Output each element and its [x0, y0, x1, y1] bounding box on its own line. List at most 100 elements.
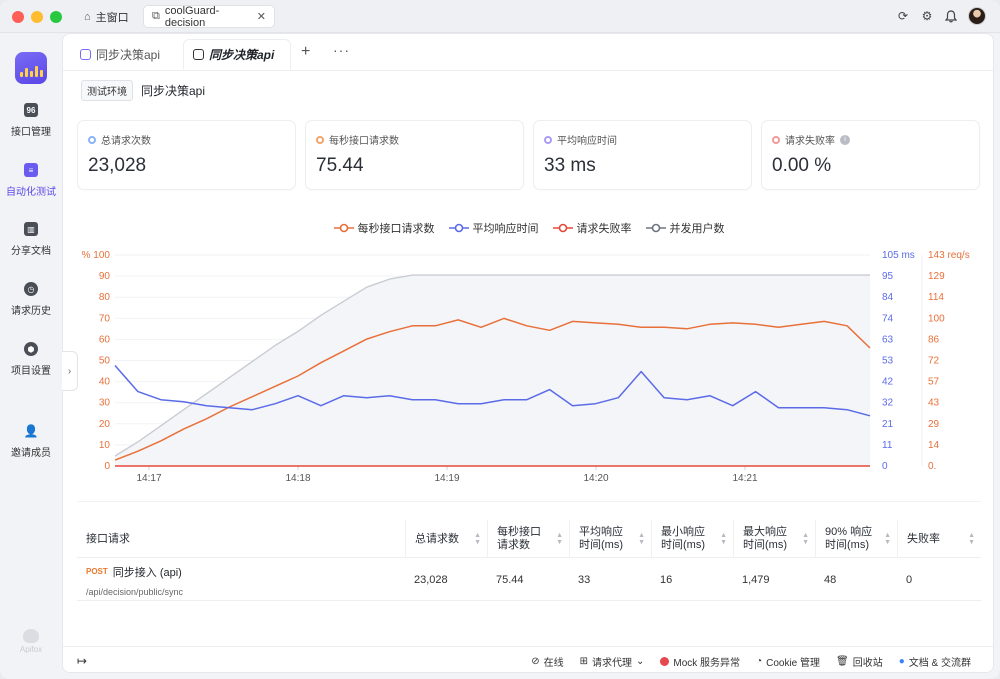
nav-item-label: 分享文档 [11, 246, 51, 257]
window-tab-home-label: 主窗口 [95, 11, 129, 24]
x-tick-label: 14:19 [434, 473, 459, 484]
stat-value: 75.44 [316, 155, 364, 176]
legend-item-failure-rate[interactable]: 请求失败率 [552, 220, 632, 236]
y-right-rps-tick-label: 43 [928, 398, 940, 409]
add-tab-button[interactable]: + [301, 43, 311, 60]
table-row[interactable]: POST 同步接入 (api) /api/decision/public/sync… [77, 559, 981, 601]
user-avatar[interactable] [968, 7, 986, 25]
trash-icon: 🗑 [836, 656, 849, 667]
x-tick-label: 14:18 [285, 473, 310, 484]
tab-sync-decision-1[interactable]: 同步决策api [80, 42, 160, 66]
minimize-window-button[interactable] [31, 11, 43, 23]
exit-icon[interactable]: ↦ [77, 654, 88, 668]
y-right-ms-tick-label: 74 [882, 313, 894, 324]
y-right-ms-tick-label: 11 [882, 440, 893, 451]
stat-label: 请求失败率 [785, 136, 835, 147]
maximize-window-button[interactable] [50, 11, 62, 23]
docs-community[interactable]: ● 文档 & 交流群 [898, 656, 971, 669]
clock-icon: ◷ [24, 282, 38, 296]
close-window-button[interactable] [12, 11, 24, 23]
nav-item-automation-test[interactable]: ≡ 自动化测试 [0, 163, 62, 198]
sort-icon[interactable]: ▲ ▼ [802, 532, 809, 546]
refresh-icon[interactable]: ⟳ [897, 9, 909, 23]
series-line-rps [114, 317, 871, 461]
mock-service-status[interactable]: Mock 服务异常 [660, 654, 740, 669]
y-left-tick-label: 80 [99, 292, 111, 303]
sort-icon[interactable]: ▲ ▼ [474, 532, 481, 546]
column-header-failure[interactable]: 失败率 ▲ ▼ [897, 520, 981, 558]
request-cell: POST 同步接入 (api) /api/decision/public/sync [77, 559, 405, 601]
legend-item-rps[interactable]: 每秒接口请求数 [333, 220, 435, 236]
nav-item-request-history[interactable]: ◷ 请求历史 [0, 282, 62, 317]
section-divider [77, 501, 981, 502]
y-left-tick-label: 70 [99, 313, 111, 324]
report-icon [193, 49, 204, 60]
proxy-icon: ⊞ [579, 656, 588, 667]
user-add-icon: 👤 [23, 424, 39, 438]
bell-icon[interactable] [944, 7, 958, 25]
x-tick-label: 14:20 [583, 473, 608, 484]
request-name: 同步接入 (api) [112, 566, 182, 579]
stat-label: 平均响应时间 [557, 136, 617, 147]
column-header-rps[interactable]: 每秒接口 请求数 ▲ ▼ [487, 520, 569, 558]
gear-icon[interactable]: ⚙ [921, 9, 933, 23]
window-tab-home[interactable]: ⌂ 主窗口 [76, 5, 137, 28]
y-left-tick-label: 30 [99, 398, 111, 409]
test-icon [80, 48, 91, 60]
info-icon[interactable]: i [840, 134, 850, 145]
sort-icon[interactable]: ▲ ▼ [884, 532, 891, 546]
cookie-icon: ◔ [756, 656, 763, 667]
left-nav: 96 接口管理 ≡ 自动化测试 ▥ 分享文档 ◷ 请求历史 ⬢ 项目设置 👤 邀… [0, 33, 62, 679]
series-dot-icon [88, 135, 96, 144]
column-header-p90[interactable]: 90% 响应 时间(ms) ▲ ▼ [815, 520, 897, 558]
y-left-tick-label: 0 [104, 461, 110, 472]
cookie-manager[interactable]: ◔ Cookie 管理 [756, 656, 821, 669]
online-status[interactable]: ⊘ 在线 [531, 656, 564, 669]
y-right-rps-tick-label: 114 [928, 292, 944, 303]
y-left-tick-label: 90 [99, 271, 111, 282]
more-tabs-button[interactable]: ··· [333, 42, 350, 58]
column-header-total[interactable]: 总请求数 ▲ ▼ [405, 520, 487, 558]
sidebar-expand-toggle[interactable]: › [62, 351, 78, 391]
column-header-max[interactable]: 最大响应 时间(ms) ▲ ▼ [733, 520, 815, 558]
docs-icon: ● [898, 656, 905, 667]
close-tab-icon[interactable]: ✕ [256, 11, 266, 23]
column-header-min[interactable]: 最小响应 时间(ms) ▲ ▼ [651, 520, 733, 558]
y-left-tick-label: 10 [99, 440, 111, 451]
y-right-ms-tick-label: 95 [882, 271, 894, 282]
legend-item-concurrent-users[interactable]: 并发用户数 [645, 220, 725, 236]
nav-item-project-settings[interactable]: ⬢ 项目设置 [0, 342, 62, 377]
nav-item-api-management[interactable]: 96 接口管理 [0, 103, 62, 138]
sort-icon[interactable]: ▲ ▼ [720, 532, 727, 546]
legend-label: 请求失败率 [576, 223, 632, 235]
y-right-rps-tick-label: 29 [928, 419, 940, 430]
legend-label: 并发用户数 [669, 223, 725, 235]
y-right-ms-tick-label: 32 [882, 398, 894, 409]
tab-sync-decision-2[interactable]: 同步决策api [183, 39, 291, 70]
window-tab-project[interactable]: ⧉ coolGuard-decision ✕ [143, 5, 275, 29]
chart-legend: 每秒接口请求数 平均响应时间 请求失败率 并发用户数 [63, 220, 993, 236]
request-proxy-menu[interactable]: ⊞ 请求代理 ⌄ [579, 656, 645, 669]
y-right-rps-tick-label: 72 [928, 356, 940, 367]
cell-rps: 75.44 [496, 574, 524, 586]
sort-icon[interactable]: ▲ ▼ [638, 532, 645, 546]
y-right-rps-top-label: 143 req/s [928, 250, 970, 261]
recycle-bin[interactable]: 🗑 回收站 [836, 656, 883, 669]
home-icon: ⌂ [84, 10, 91, 23]
status-bar: ↦ ⊘ 在线 ⊞ 请求代理 ⌄ Mock 服务异常 ◔ Cookie 管理 🗑 回收站 ●… [63, 646, 993, 672]
series-dot-icon [316, 135, 324, 144]
apifox-brand-text: Apifox [19, 645, 43, 654]
column-header-avg[interactable]: 平均响应 时间(ms) ▲ ▼ [569, 520, 651, 558]
y-right-ms-tick-label: 84 [882, 292, 894, 303]
sort-icon[interactable]: ▲ ▼ [968, 532, 975, 546]
sort-icon[interactable]: ▲ ▼ [556, 532, 563, 546]
stat-value: 33 ms [544, 155, 596, 176]
nav-item-invite-members[interactable]: 👤 邀请成员 [0, 424, 62, 459]
y-right-rps-tick-label: 14 [928, 440, 940, 451]
app-logo[interactable] [15, 52, 47, 84]
legend-item-avg-response[interactable]: 平均响应时间 [448, 220, 539, 236]
nav-item-share-docs[interactable]: ▥ 分享文档 [0, 222, 62, 257]
y-left-top-label: % 100 [82, 250, 111, 261]
environment-badge: 测试环境 [81, 80, 133, 101]
page-tab-bar: 同步决策api 同步决策api + ··· [63, 34, 993, 71]
